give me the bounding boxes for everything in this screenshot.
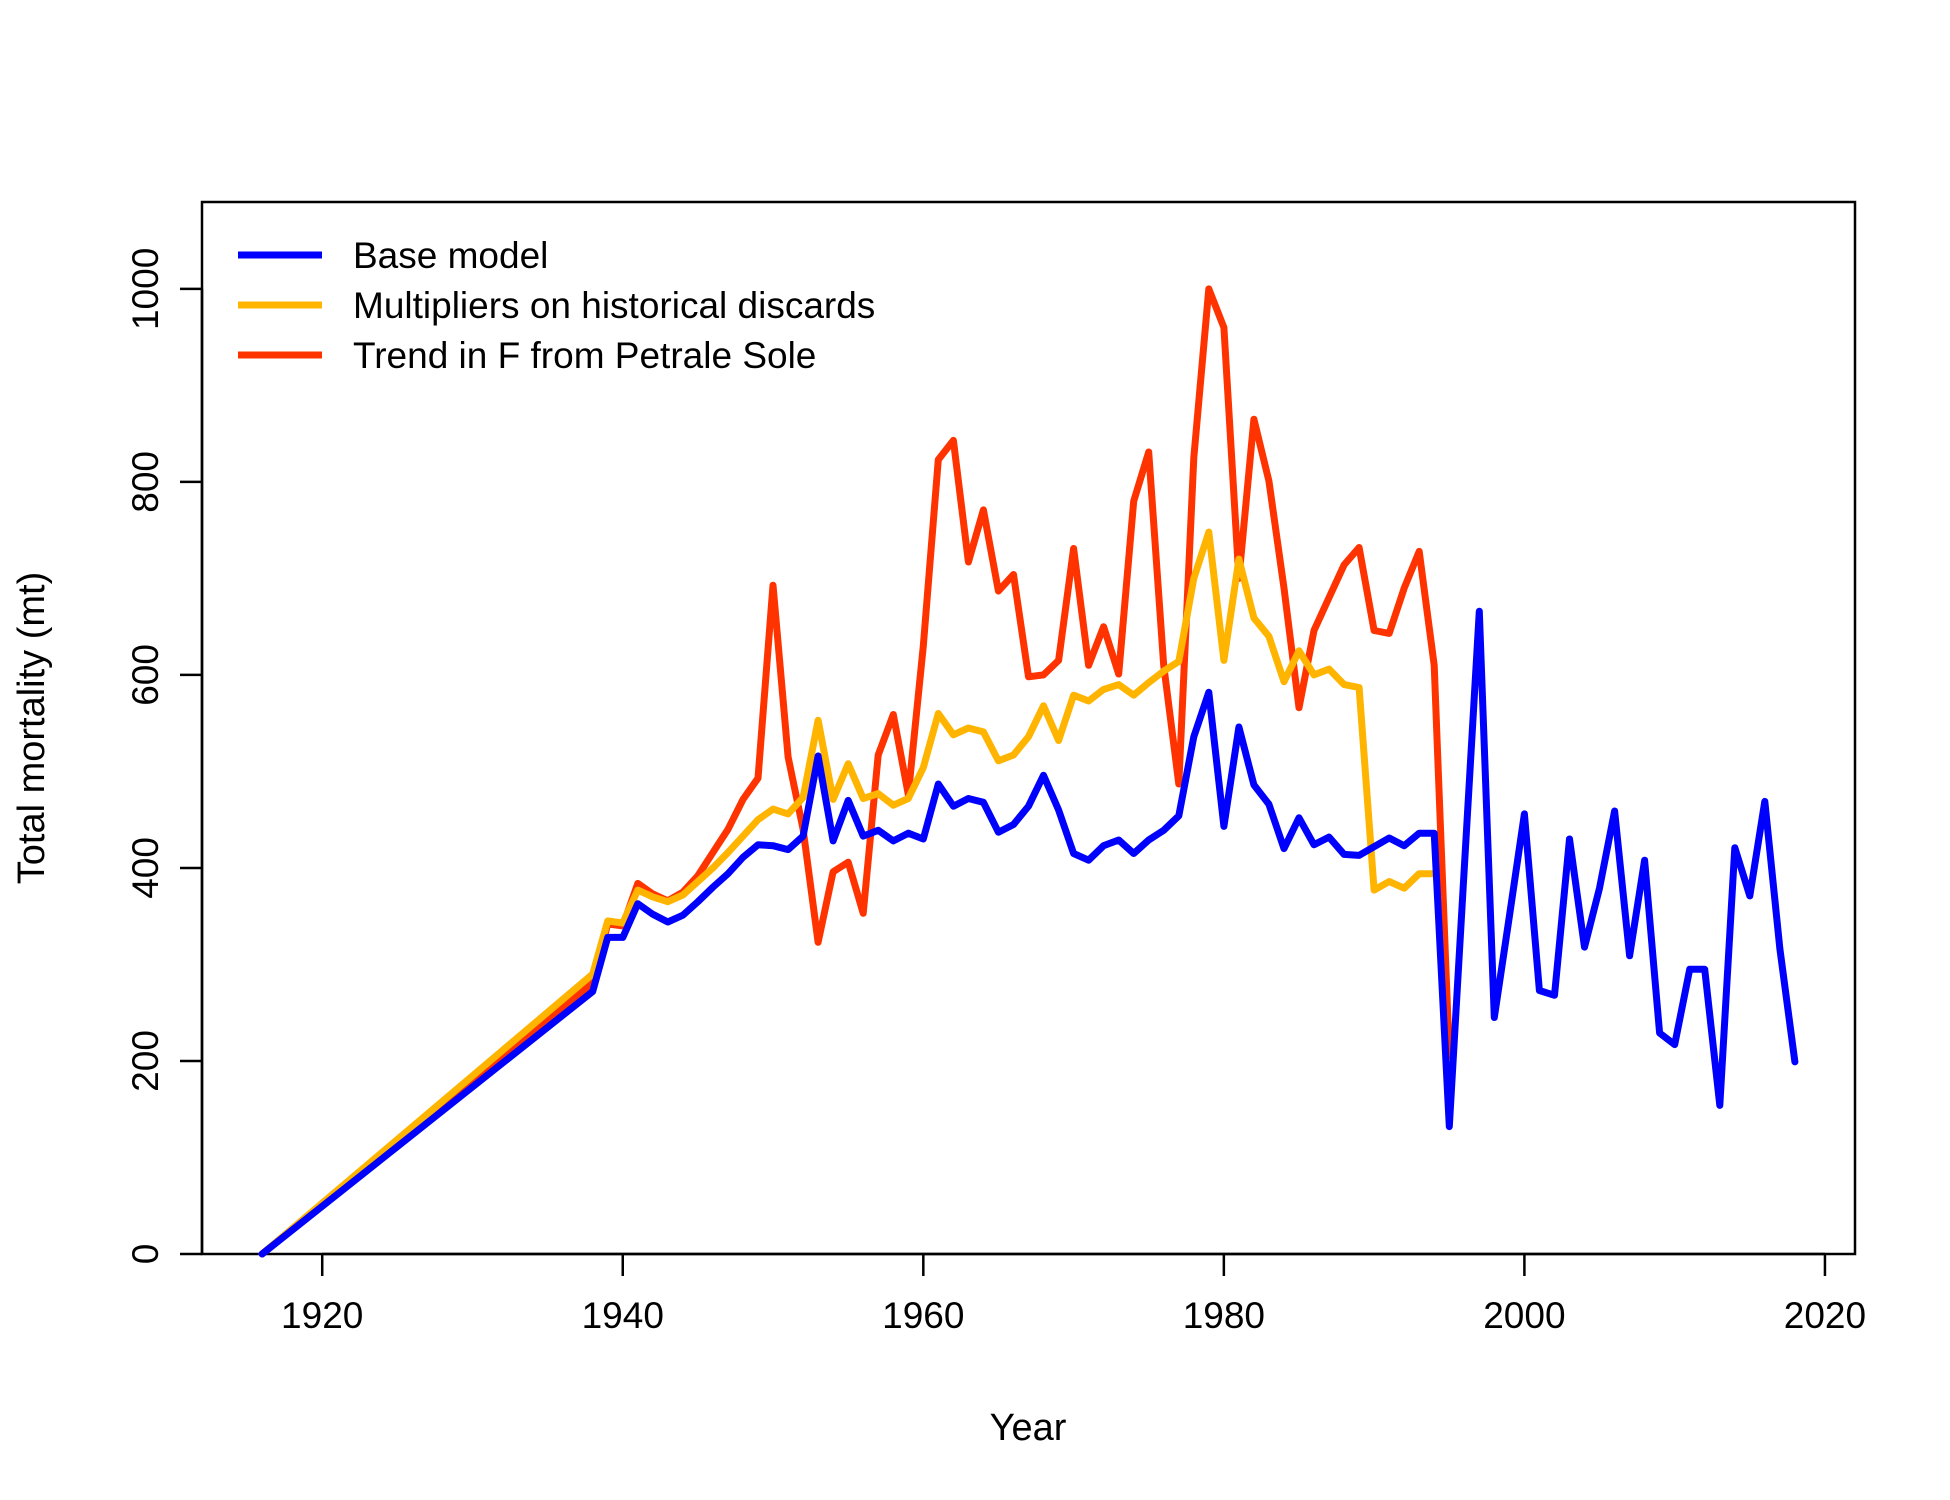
x-tick-label: 2020	[1784, 1295, 1866, 1336]
series-line-2	[258, 285, 1453, 1258]
x-tick-label: 2000	[1483, 1295, 1565, 1336]
y-tick-label: 400	[125, 837, 166, 899]
legend-label: Base model	[353, 235, 548, 276]
y-tick-label: 0	[125, 1244, 166, 1265]
y-tick-label: 200	[125, 1030, 166, 1092]
series-line-1	[258, 528, 1438, 1258]
series-line-0	[258, 607, 1799, 1258]
legend-label: Multipliers on historical discards	[353, 285, 875, 326]
x-tick-label: 1960	[882, 1295, 964, 1336]
y-tick-label: 600	[125, 644, 166, 706]
legend: Base model Multipliers on historical disc…	[238, 235, 875, 376]
x-axis-title: Year	[990, 1407, 1067, 1449]
x-tick-label: 1940	[582, 1295, 664, 1336]
legend-label: Trend in F from Petrale Sole	[353, 335, 816, 376]
x-tick-label: 1920	[281, 1295, 363, 1336]
series-layer	[258, 285, 1799, 1258]
y-axis: 0 200 400 600 800 1000	[125, 248, 204, 1265]
y-tick-label: 1000	[125, 248, 166, 330]
x-tick-label: 1980	[1183, 1295, 1265, 1336]
y-axis-title: Total mortality (mt)	[11, 572, 53, 884]
x-axis: 1920 1940 1960 1980 2000 2020	[281, 1252, 1866, 1336]
y-tick-label: 800	[125, 451, 166, 513]
